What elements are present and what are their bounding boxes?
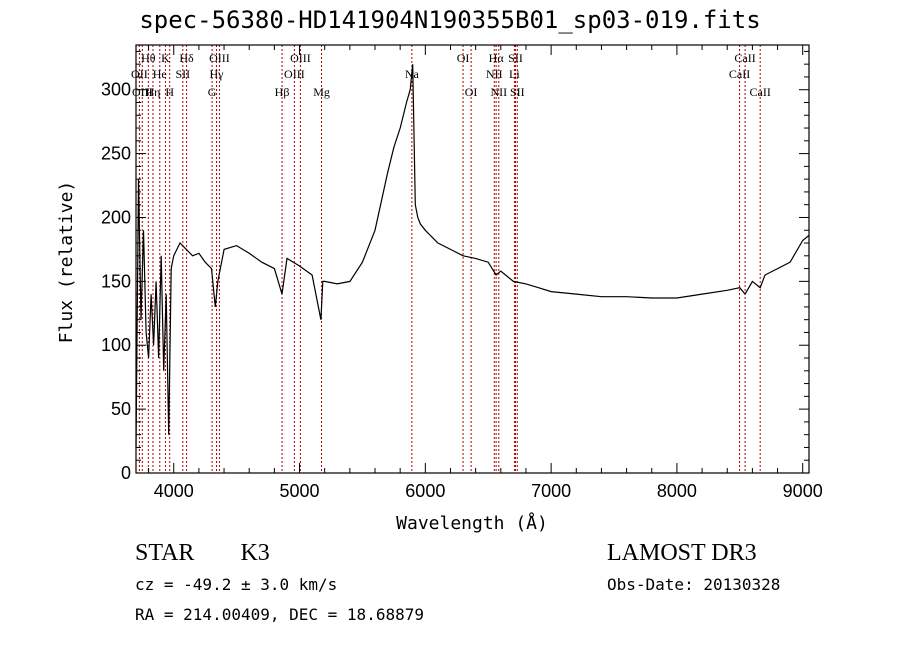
x-tick-label: 8000 [657, 481, 697, 501]
coordinates: RA = 214.00409, DEC = 18.68879 [135, 605, 424, 624]
x-tick-label: 6000 [405, 481, 445, 501]
y-tick-label: 0 [121, 463, 131, 483]
line-label-oiii: OIII [284, 67, 305, 81]
y-tick-label: 250 [101, 144, 131, 164]
obs-date: Obs-Date: 20130328 [607, 575, 781, 594]
line-label-hδ: Hδ [179, 51, 194, 65]
survey-name: LAMOST DR3 [607, 540, 757, 566]
line-label-g: G [208, 85, 217, 99]
line-label-he: He [153, 67, 167, 81]
subclass: K3 [240, 540, 270, 566]
x-axis-label: Wavelength (Å) [396, 512, 548, 534]
axis-ticks: 4000 5000 6000 7000 8000 9000 0 50 100 150 200 250 3… [101, 45, 823, 501]
line-label-oi: OI [457, 51, 470, 65]
line-label-oii: OII [131, 67, 148, 81]
x-tick-label: 5000 [280, 481, 320, 501]
line-label-hα: Hα [489, 51, 505, 65]
line-label-caii: CaII [734, 51, 755, 65]
line-label-h: H [165, 85, 174, 99]
redshift-text: cz = -49.2 ± 3.0 km/s [135, 575, 338, 594]
line-label-k: K [161, 51, 170, 65]
line-label-caii: CaII [750, 85, 771, 99]
line-label-oi: OI [465, 85, 478, 99]
y-tick-label: 200 [101, 207, 131, 227]
line-label-hθ: Hθ [141, 51, 156, 65]
line-label-mg: Mg [313, 85, 330, 99]
line-label-oiii: OIII [290, 51, 311, 65]
chart-title: spec-56380-HD141904N190355B01_sp03-019.f… [139, 6, 761, 34]
x-tick-label: 9000 [783, 481, 823, 501]
line-label-oiii: OIII [209, 51, 230, 65]
line-label-nii: NII [490, 85, 507, 99]
line-label-sii: SII [508, 51, 523, 65]
y-tick-label: 300 [101, 80, 131, 100]
y-axis-label: Flux (relative) [56, 181, 77, 344]
object-class: STAR [135, 540, 195, 566]
x-tick-label: 4000 [154, 481, 194, 501]
line-label-caii: CaII [729, 67, 750, 81]
line-label-hγ: Hγ [210, 67, 225, 81]
x-tick-label: 7000 [531, 481, 571, 501]
line-label-nii: NII [486, 67, 503, 81]
spectral-line-markers [138, 45, 761, 473]
line-label-sii: SII [510, 85, 525, 99]
y-tick-label: 100 [101, 335, 131, 355]
line-label-li: Li [509, 67, 520, 81]
plot-frame [135, 44, 810, 474]
line-label-na: Na [405, 67, 420, 81]
y-tick-label: 150 [101, 271, 131, 291]
y-tick-label: 50 [111, 399, 131, 419]
spectrum-line [135, 64, 810, 448]
line-label-sii: SII [175, 67, 190, 81]
line-label-oiii: OIII [132, 85, 153, 99]
line-label-hη: Hη [146, 85, 161, 99]
line-label-hβ: Hβ [275, 85, 290, 99]
